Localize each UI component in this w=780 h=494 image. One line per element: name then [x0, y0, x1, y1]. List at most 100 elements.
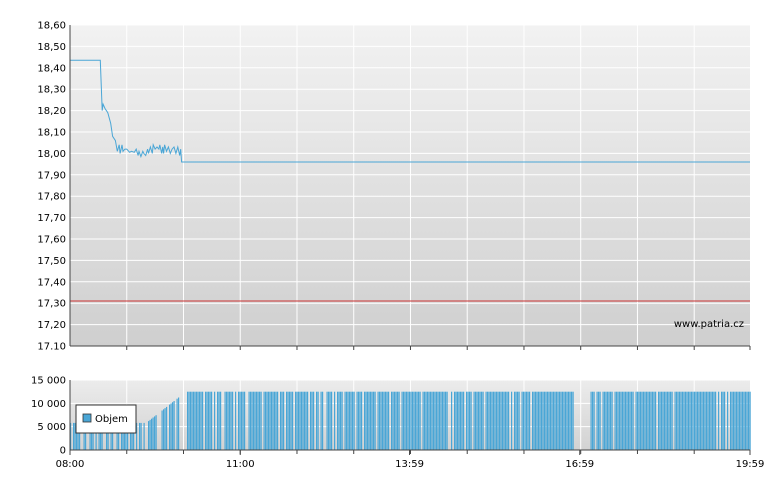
volume-bar	[74, 422, 76, 450]
volume-bar	[193, 391, 195, 450]
volume-x-tick-label: 16:59	[565, 459, 594, 470]
price-x-ticks	[126, 346, 751, 350]
volume-bar	[524, 391, 526, 450]
volume-bar	[433, 391, 435, 450]
volume-bar	[280, 391, 282, 450]
volume-bar	[424, 391, 426, 450]
volume-bar	[107, 422, 109, 450]
price-y-tick-label: 17.10	[37, 342, 66, 353]
volume-bar	[460, 391, 462, 450]
volume-bar	[434, 391, 436, 450]
volume-bar	[745, 391, 747, 450]
volume-bar	[275, 391, 277, 450]
volume-bar	[268, 391, 270, 450]
volume-bar	[667, 391, 669, 450]
volume-bar	[89, 422, 91, 450]
volume-bar	[542, 391, 544, 450]
volume-bar	[118, 422, 120, 450]
price-y-tick-label: 18,50	[37, 42, 66, 53]
volume-bar	[205, 391, 207, 450]
volume-bar	[386, 391, 388, 450]
volume-bar	[383, 391, 385, 450]
volume-bar	[328, 391, 330, 450]
volume-bar	[316, 391, 318, 450]
price-y-tick-label: 18,20	[37, 106, 66, 117]
volume-bar	[739, 391, 741, 450]
volume-bar	[299, 391, 301, 450]
volume-bar	[331, 391, 333, 450]
volume-bar	[605, 391, 607, 450]
volume-bar	[515, 391, 517, 450]
volume-bar	[220, 391, 222, 450]
volume-bar	[394, 391, 396, 450]
volume-bar	[352, 391, 354, 450]
volume-bar	[569, 391, 571, 450]
volume-bar	[286, 391, 288, 450]
volume-bar	[563, 391, 565, 450]
volume-bar	[208, 391, 210, 450]
price-y-tick-label: 18,40	[37, 63, 66, 74]
volume-bar	[164, 408, 166, 450]
volume-bar	[364, 391, 366, 450]
volume-bar	[526, 391, 528, 450]
volume-bar	[244, 391, 246, 450]
volume-bar	[131, 422, 133, 450]
volume-bar	[271, 391, 273, 450]
volume-bar	[538, 391, 540, 450]
volume-bar	[133, 422, 135, 450]
volume-x-tick-label: 11:00	[226, 459, 255, 470]
volume-bar	[637, 391, 639, 450]
volume-bar	[166, 406, 168, 450]
legend-label: Objem	[95, 414, 128, 425]
volume-bar	[607, 391, 609, 450]
volume-bar	[631, 391, 633, 450]
volume-bar	[295, 391, 297, 450]
volume-bar	[572, 391, 574, 450]
volume-bar	[749, 391, 751, 450]
volume-bar	[644, 391, 646, 450]
volume-bar	[260, 391, 262, 450]
volume-bar	[169, 404, 171, 450]
volume-bar	[101, 422, 103, 450]
volume-bar	[697, 391, 699, 450]
volume-bar	[446, 391, 448, 450]
volume-bar	[590, 391, 592, 450]
volume-bar	[662, 391, 664, 450]
volume-bar	[190, 391, 192, 450]
volume-bar	[604, 391, 606, 450]
volume-bar	[559, 391, 561, 450]
volume-bar	[382, 391, 384, 450]
volume-bar	[709, 391, 711, 450]
volume-bar	[253, 391, 255, 450]
volume-bar	[440, 391, 442, 450]
volume-bar	[649, 391, 651, 450]
volume-bar	[521, 391, 523, 450]
volume-bar	[532, 391, 534, 450]
price-panel: 18,60 18,50 18,40 18,30 18,20 18,10 18,00 17,90…	[37, 21, 751, 353]
volume-bar	[127, 422, 129, 450]
volume-bar	[256, 391, 258, 450]
volume-bar	[731, 391, 733, 450]
volume-bar	[544, 391, 546, 450]
volume-bar	[427, 391, 429, 450]
volume-bar	[110, 422, 112, 450]
volume-bar	[170, 403, 172, 450]
volume-bar	[616, 391, 618, 450]
volume-bar	[653, 391, 655, 450]
price-y-tick-label: 17,80	[37, 192, 66, 203]
volume-bar	[373, 391, 375, 450]
volume-bar	[553, 391, 555, 450]
volume-bar	[517, 391, 519, 450]
volume-bar	[370, 391, 372, 450]
volume-bar	[514, 391, 516, 450]
volume-bar	[77, 422, 79, 450]
volume-bar	[217, 391, 219, 450]
volume-bar	[241, 391, 243, 450]
volume-bar	[257, 391, 259, 450]
volume-bar	[665, 391, 667, 450]
volume-bar	[263, 391, 265, 450]
volume-bar	[404, 391, 406, 450]
volume-bar	[554, 391, 556, 450]
volume-bar	[437, 391, 439, 450]
